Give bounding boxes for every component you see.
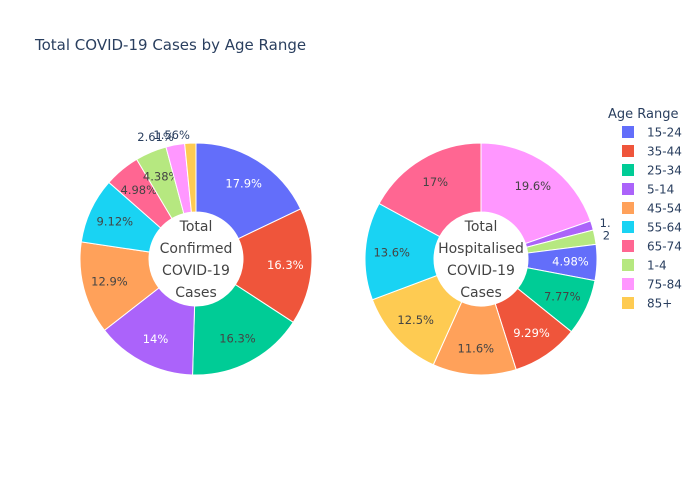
chart-title: Total COVID-19 Cases by Age Range: [34, 36, 306, 54]
center-label-hospitalised-line-4: Cases: [460, 285, 502, 301]
center-label-confirmed-line-1: Total: [179, 219, 213, 235]
pie-slice-confirmed-15-24[interactable]: [195, 142, 302, 240]
legend-label-85+: 85+: [647, 297, 672, 311]
slice-label-hospitalised-45-54: 11.6%: [458, 341, 495, 355]
pie-slice-confirmed-35-44[interactable]: [234, 208, 313, 323]
slice-label-confirmed-45-54: 12.9%: [91, 275, 128, 289]
legend-label-15-24: 15-24: [647, 126, 682, 140]
legend-swatch-5-14: [622, 183, 634, 195]
center-label-confirmed-line-2: Confirmed: [160, 241, 233, 257]
legend: Age Range 15-24 35-44 25-34 5-14 45-54 55-64 6…: [608, 107, 682, 311]
legend-label-55-64: 55-64: [647, 221, 682, 235]
legend-swatch-15-24: [622, 126, 634, 138]
legend-item-75-84[interactable]: 75-84: [622, 278, 682, 292]
slice-label-confirmed-65-74: 4.98%: [121, 183, 158, 197]
pie-slice-confirmed-85+[interactable]: [184, 142, 197, 213]
legend-item-25-34[interactable]: 25-34: [622, 164, 682, 178]
legend-swatch-1-4: [622, 259, 634, 271]
center-label-confirmed-line-3: COVID-19: [162, 263, 230, 279]
legend-item-45-54[interactable]: 45-54: [622, 202, 682, 216]
legend-item-85+[interactable]: 85+: [622, 297, 672, 311]
legend-item-5-14[interactable]: 5-14: [622, 183, 674, 197]
slice-label-hospitalised-85+: 12.5%: [397, 313, 434, 327]
legend-item-65-74[interactable]: 65-74: [622, 240, 682, 254]
pie-slice-hospitalised-75-84[interactable]: [480, 142, 592, 245]
slice-label-confirmed-55-64: 9.12%: [97, 214, 134, 228]
slice-label-confirmed-25-34: 16.3%: [219, 331, 256, 345]
legend-label-25-34: 25-34: [647, 164, 682, 178]
pie-slice-hospitalised-65-74[interactable]: [378, 142, 482, 238]
legend-swatch-45-54: [622, 202, 634, 214]
center-label-hospitalised-line-1: Total: [464, 219, 498, 235]
slice-label-hospitalised-5-14: 1.: [600, 216, 611, 230]
legend-swatch-55-64: [622, 221, 634, 233]
slice-label-confirmed-15-24: 17.9%: [225, 176, 262, 190]
legend-label-75-84: 75-84: [647, 278, 682, 292]
center-label-hospitalised-line-2: Hospitalised: [438, 241, 524, 257]
pie-confirmed: 17.9% 16.3% 16.3% 14% 12.9% 9.12% 4.98%4.38% 2.…: [79, 128, 313, 376]
slice-label-hospitalised-25-34: 7.77%: [544, 289, 581, 303]
legend-swatch-25-34: [622, 164, 634, 176]
slice-label-hospitalised-1-4: 2: [603, 229, 610, 243]
pie-slice-confirmed-25-34[interactable]: [192, 283, 294, 376]
legend-title: Age Range: [608, 107, 678, 122]
slice-label-hospitalised-55-64: 13.6%: [373, 246, 410, 260]
slice-label-confirmed-85+: 1.56%: [153, 128, 190, 142]
pie-charts: 17.9%16.3%16.3%14%12.9%9.12%4.98%4.38%2.…: [79, 128, 611, 376]
legend-label-45-54: 45-54: [647, 202, 682, 216]
legend-swatch-65-74: [622, 240, 634, 252]
center-label-hospitalised-line-3: COVID-19: [447, 263, 515, 279]
slice-label-hospitalised-15-24: 4.98%: [552, 255, 589, 269]
slice-label-hospitalised-75-84: 19.6%: [515, 179, 552, 193]
legend-item-15-24[interactable]: 15-24: [622, 126, 682, 140]
slice-label-confirmed-35-44: 16.3%: [267, 258, 304, 272]
legend-swatch-85+: [622, 297, 634, 309]
legend-label-1-4: 1-4: [647, 259, 667, 273]
legend-label-35-44: 35-44: [647, 145, 682, 159]
legend-label-65-74: 65-74: [647, 240, 682, 254]
slice-label-confirmed-75-84: 2.61%: [137, 130, 174, 144]
legend-item-35-44[interactable]: 35-44: [622, 145, 682, 159]
legend-label-5-14: 5-14: [647, 183, 674, 197]
center-label-confirmed-line-4: Cases: [175, 285, 217, 301]
slice-label-hospitalised-35-44: 9.29%: [513, 326, 550, 340]
legend-item-1-4[interactable]: 1-4: [622, 259, 667, 273]
pie-hospitalised: 19.6% 1.2 4.98% 7.77% 9.29% 11.6% 12.5% 13.6% 17…: [364, 142, 611, 376]
slice-label-hospitalised-65-74: 17%: [423, 175, 449, 189]
legend-swatch-75-84: [622, 278, 634, 290]
slice-label-confirmed-1-4: 4.38%: [143, 170, 180, 184]
slice-label-confirmed-5-14: 14%: [143, 332, 169, 346]
legend-swatch-35-44: [622, 145, 634, 157]
legend-item-55-64[interactable]: 55-64: [622, 221, 682, 235]
